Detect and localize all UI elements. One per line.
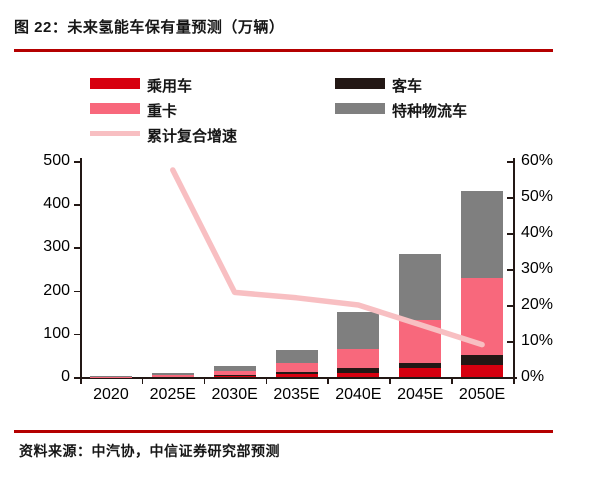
footer-rule	[14, 430, 553, 433]
legend-swatch-4	[335, 103, 385, 114]
bar-segment-2045E-乘用车	[399, 368, 442, 377]
bar-segment-2050E-客车	[461, 355, 504, 365]
x-axis-tick	[265, 377, 268, 384]
source-note: 资料来源：中汽协，中信证券研究部预测	[19, 443, 280, 459]
legend-label-5: 累计复合增速	[147, 128, 238, 145]
x-axis-line	[76, 377, 517, 379]
right-axis-tick-label: 40%	[521, 224, 554, 241]
figure-title: 图 22：未来氢能车保有量预测（万辆）	[14, 19, 285, 36]
right-axis-line	[513, 158, 515, 377]
right-axis-tick	[507, 341, 513, 343]
right-axis-tick-label: 20%	[521, 296, 554, 313]
bar-segment-2030E-重卡	[213, 371, 256, 376]
bar-segment-2050E-乘用车	[461, 364, 504, 377]
right-axis-tick-label: 50%	[521, 188, 554, 205]
legend-label-3: 重卡	[147, 103, 178, 120]
right-axis-tick-label: 0%	[521, 368, 545, 385]
x-axis-category-label: 2040E	[335, 386, 382, 403]
x-axis-category-label: 2050E	[458, 386, 506, 403]
bar-segment-2035E-特种物流车	[275, 350, 318, 364]
bar-segment-2035E-乘用车	[275, 374, 318, 377]
right-axis-tick-label: 60%	[521, 152, 554, 169]
left-axis-tick-label: 0	[61, 368, 70, 385]
x-axis-tick	[80, 377, 82, 384]
bar-segment-2030E-客车	[213, 375, 256, 377]
growth-line	[170, 167, 485, 348]
bar-segment-2050E-特种物流车	[461, 191, 504, 278]
bar-segment-2040E-重卡	[337, 348, 380, 369]
legend-swatch-5	[90, 131, 140, 136]
x-axis-tick	[141, 377, 144, 384]
left-axis-tick	[74, 247, 80, 249]
x-axis-tick	[451, 377, 453, 384]
left-axis-tick	[74, 333, 80, 336]
bar-segment-2025E-客车	[151, 376, 194, 378]
bar-segment-2030E-特种物流车	[213, 366, 256, 372]
bar-segment-2045E-客车	[399, 362, 442, 369]
bar-segment-2040E-乘用车	[337, 372, 380, 377]
left-axis-tick-label: 300	[43, 238, 70, 256]
title-rule	[14, 49, 553, 52]
bar-segment-2040E-客车	[337, 368, 380, 373]
right-axis-tick	[507, 377, 513, 379]
bar-segment-2035E-客车	[275, 372, 318, 375]
x-axis-category-label: 2020	[93, 386, 129, 403]
legend-swatch-2	[335, 78, 385, 89]
legend-label-4: 特种物流车	[392, 103, 468, 120]
x-axis-tick	[513, 377, 515, 384]
left-axis-tick	[74, 290, 80, 293]
right-axis-tick	[507, 197, 513, 199]
right-axis-tick	[507, 161, 513, 163]
x-axis-tick	[389, 377, 391, 384]
bar-segment-2030E-乘用车	[213, 376, 256, 377]
left-axis-tick-label: 100	[43, 324, 70, 342]
left-axis-tick-label: 500	[43, 152, 70, 169]
legend-swatch-3	[90, 103, 140, 114]
x-axis-category-label: 2030E	[211, 386, 258, 403]
bar-segment-2025E-重卡	[151, 374, 194, 377]
left-axis-tick-label: 200	[43, 281, 70, 299]
x-axis-tick	[327, 377, 329, 384]
x-axis-tick	[203, 377, 206, 384]
right-axis-tick	[507, 269, 513, 271]
bar-segment-2020-特种物流车	[89, 376, 132, 378]
left-axis-tick	[74, 161, 80, 163]
right-axis-tick-label: 10%	[521, 332, 554, 349]
bar-segment-2045E-特种物流车	[399, 253, 442, 320]
x-axis-category-label: 2045E	[397, 386, 444, 403]
right-axis-tick	[507, 233, 513, 235]
x-axis-category-label: 2025E	[149, 386, 196, 403]
bar-segment-2035E-重卡	[275, 363, 318, 373]
left-axis-tick	[74, 377, 80, 379]
bar-segment-2025E-特种物流车	[151, 372, 194, 375]
bar-segment-2040E-特种物流车	[337, 312, 380, 349]
legend-swatch-1	[90, 78, 140, 89]
right-axis-tick-label: 30%	[521, 260, 554, 277]
left-axis-line	[80, 158, 82, 377]
legend-label-1: 乘用车	[147, 78, 193, 95]
left-axis-tick-label: 400	[43, 195, 70, 213]
legend-label-2: 客车	[392, 78, 423, 95]
x-axis-category-label: 2035E	[273, 386, 320, 403]
left-axis-tick	[74, 204, 80, 206]
right-axis-tick	[507, 305, 513, 307]
